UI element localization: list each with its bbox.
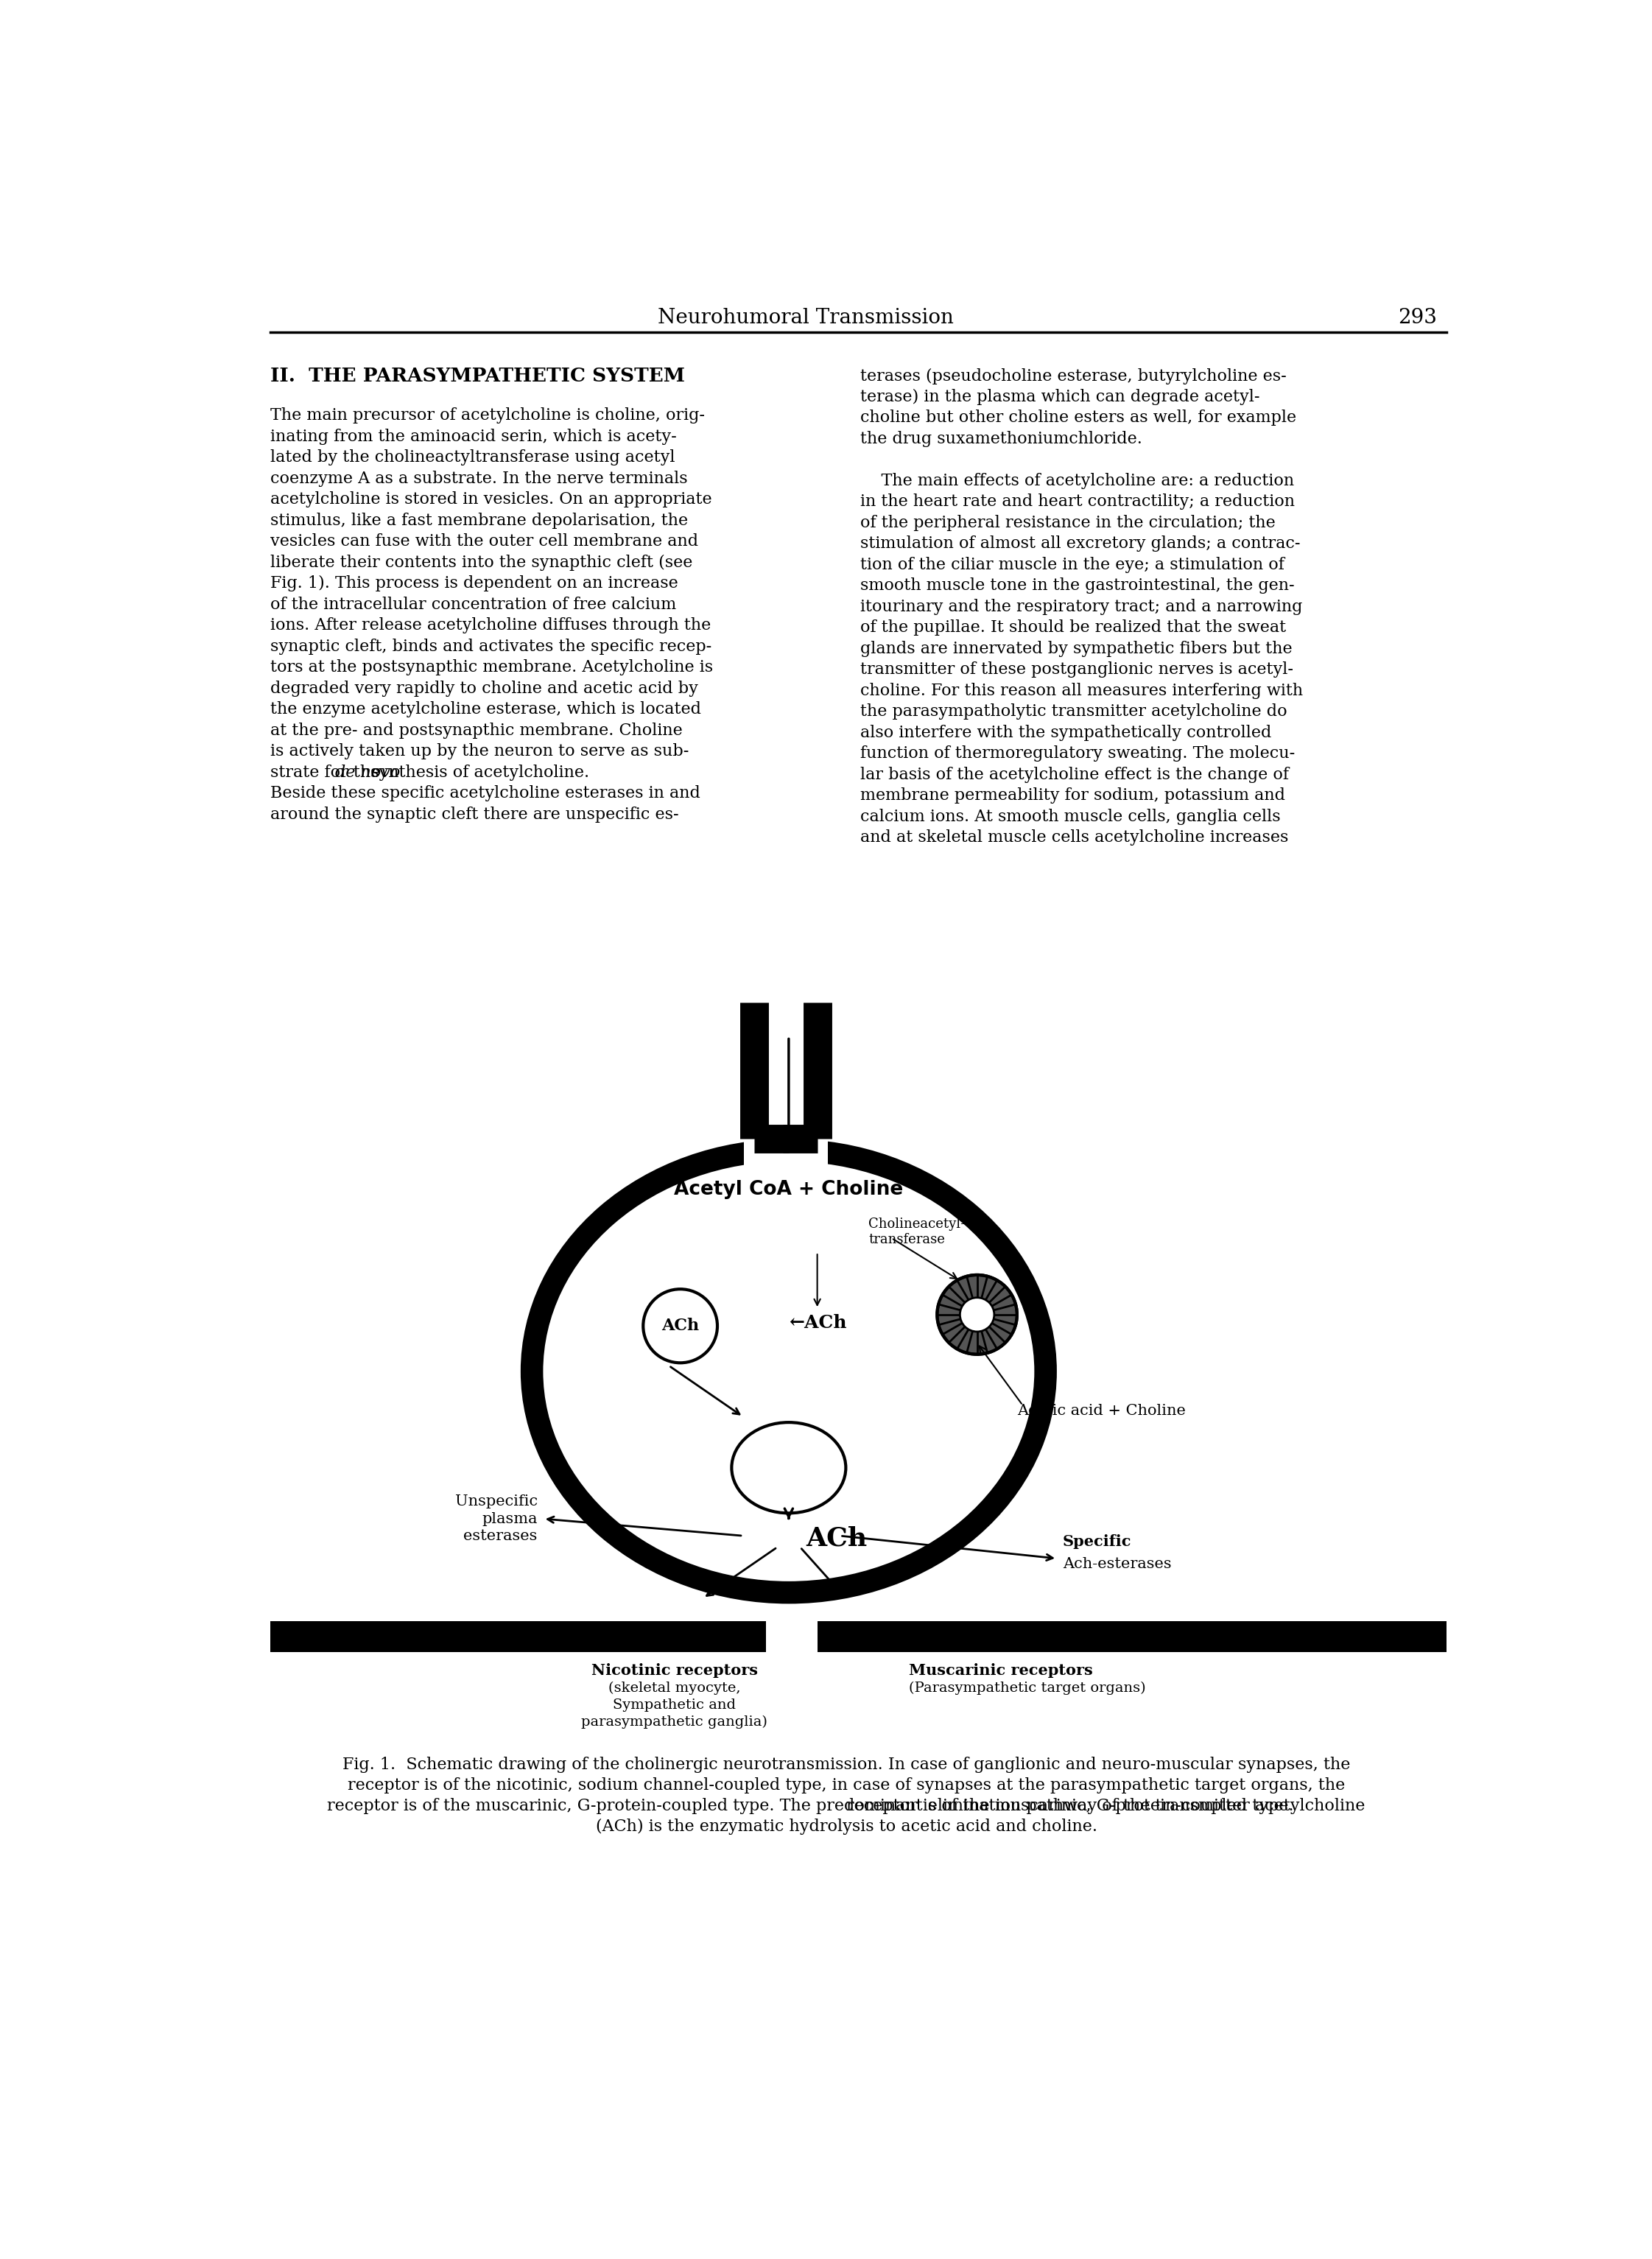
Text: terase) in the plasma which can degrade acetyl-: terase) in the plasma which can degrade … (861, 389, 1259, 404)
Text: itourinary and the respiratory tract; and a narrowing: itourinary and the respiratory tract; an… (861, 599, 1302, 614)
Text: Beside these specific acetylcholine esterases in and: Beside these specific acetylcholine este… (271, 786, 700, 802)
Text: lated by the cholineactyltransferase using acetyl: lated by the cholineactyltransferase usi… (271, 450, 676, 465)
Text: the parasympatholytic transmitter acetylcholine do: the parasympatholytic transmitter acetyl… (861, 703, 1287, 721)
Text: Specific: Specific (1062, 1534, 1132, 1550)
Text: of the pupillae. It should be realized that the sweat: of the pupillae. It should be realized t… (861, 619, 1285, 637)
Text: synaptic cleft, binds and activates the specific recep-: synaptic cleft, binds and activates the … (271, 639, 712, 655)
Text: around the synaptic cleft there are unspecific es-: around the synaptic cleft there are unsp… (271, 806, 679, 822)
Text: at the pre- and postsynapthic membrane. Choline: at the pre- and postsynapthic membrane. … (271, 723, 682, 739)
Text: (Parasympathetic target organs): (Parasympathetic target organs) (909, 1681, 1145, 1694)
Text: also interfere with the sympathetically controlled: also interfere with the sympathetically … (861, 725, 1272, 741)
Text: strate for the: strate for the (271, 764, 385, 782)
Text: tors at the postsynapthic membrane. Acetylcholine is: tors at the postsynapthic membrane. Acet… (271, 660, 714, 675)
Text: the drug suxamethoniumchloride.: the drug suxamethoniumchloride. (861, 431, 1142, 447)
Circle shape (643, 1290, 717, 1362)
Text: coenzyme A as a substrate. In the nerve terminals: coenzyme A as a substrate. In the nerve … (271, 470, 687, 486)
Text: ACh: ACh (661, 1317, 699, 1335)
Text: membrane permeability for sodium, potassium and: membrane permeability for sodium, potass… (861, 788, 1285, 804)
Text: Fig. 1). This process is dependent on an increase: Fig. 1). This process is dependent on an… (271, 576, 679, 592)
Text: function of thermoregulatory sweating. The molecu-: function of thermoregulatory sweating. T… (861, 745, 1295, 761)
Text: inating from the aminoacid serin, which is acety-: inating from the aminoacid serin, which … (271, 429, 677, 445)
Text: esterases: esterases (464, 1529, 537, 1543)
Text: receptor is of the nicotinic, sodium channel-coupled type, in case of synapses a: receptor is of the nicotinic, sodium cha… (347, 1778, 1345, 1794)
Text: ions. After release acetylcholine diffuses through the: ions. After release acetylcholine diffus… (271, 617, 710, 633)
Text: in the heart rate and heart contractility; a reduction: in the heart rate and heart contractilit… (861, 495, 1295, 511)
Text: tion of the ciliar muscle in the eye; a stimulation of: tion of the ciliar muscle in the eye; a … (861, 556, 1284, 574)
Text: Ach-esterases: Ach-esterases (1062, 1556, 1171, 1572)
Text: smooth muscle tone in the gastrointestinal, the gen-: smooth muscle tone in the gastrointestin… (861, 578, 1294, 594)
Text: and at skeletal muscle cells acetylcholine increases: and at skeletal muscle cells acetylcholi… (861, 829, 1289, 845)
Bar (767, 1617, 818, 1656)
Text: acetylcholine is stored in vesicles. On an appropriate: acetylcholine is stored in vesicles. On … (271, 492, 712, 508)
Text: liberate their contents into the synapthic cleft (see: liberate their contents into the synapth… (271, 553, 692, 572)
Ellipse shape (732, 1423, 846, 1514)
Text: Muscarinic receptors: Muscarinic receptors (909, 1663, 1092, 1678)
Text: receptor is of the muscarinic, G-protein-coupled type.: receptor is of the muscarinic, G-protein… (846, 1798, 1298, 1814)
Circle shape (960, 1297, 995, 1331)
Text: Acetyl CoA + Choline: Acetyl CoA + Choline (674, 1179, 904, 1200)
Text: terases (pseudocholine esterase, butyrylcholine es-: terases (pseudocholine esterase, butyryl… (861, 368, 1287, 384)
Text: Neurohumoral Transmission: Neurohumoral Transmission (657, 307, 953, 328)
Text: Acetic acid + Choline: Acetic acid + Choline (1018, 1405, 1186, 1419)
Text: ACh: ACh (806, 1527, 867, 1552)
Text: (skeletal myocyte,: (skeletal myocyte, (608, 1681, 740, 1694)
Text: choline. For this reason all measures interfering with: choline. For this reason all measures in… (861, 682, 1303, 698)
Text: ←ACh: ←ACh (788, 1315, 846, 1333)
Text: The main precursor of acetylcholine is choline, orig-: The main precursor of acetylcholine is c… (271, 407, 705, 425)
Text: calcium ions. At smooth muscle cells, ganglia cells: calcium ions. At smooth muscle cells, ga… (861, 809, 1280, 825)
Text: parasympathetic ganglia): parasympathetic ganglia) (582, 1715, 768, 1728)
Text: is actively taken up by the neuron to serve as sub-: is actively taken up by the neuron to se… (271, 743, 689, 759)
Text: plasma: plasma (482, 1511, 537, 1525)
Text: 293: 293 (1398, 307, 1437, 328)
Bar (743, 1134, 828, 1168)
Text: of the intracellular concentration of free calcium: of the intracellular concentration of fr… (271, 596, 676, 612)
Text: stimulus, like a fast membrane depolarisation, the: stimulus, like a fast membrane depolaris… (271, 513, 689, 529)
Text: choline but other choline esters as well, for example: choline but other choline esters as well… (861, 409, 1297, 427)
Text: Unspecific: Unspecific (454, 1495, 537, 1509)
Text: (ACh) is the enzymatic hydrolysis to acetic acid and choline.: (ACh) is the enzymatic hydrolysis to ace… (596, 1818, 1097, 1834)
Text: de novo: de novo (335, 764, 400, 782)
Circle shape (937, 1274, 1018, 1355)
Text: lar basis of the acetylcholine effect is the change of: lar basis of the acetylcholine effect is… (861, 766, 1289, 784)
Text: Fig. 1.  Schematic drawing of the cholinergic neurotransmission. In case of gang: Fig. 1. Schematic drawing of the choline… (342, 1758, 1350, 1773)
Text: degraded very rapidly to choline and acetic acid by: degraded very rapidly to choline and ace… (271, 680, 699, 696)
Bar (271, 1622, 1446, 1651)
Text: II.  THE PARASYMPATHETIC SYSTEM: II. THE PARASYMPATHETIC SYSTEM (271, 366, 686, 386)
Text: the enzyme acetylcholine esterase, which is located: the enzyme acetylcholine esterase, which… (271, 700, 702, 718)
Text: transmitter of these postganglionic nerves is acetyl-: transmitter of these postganglionic nerv… (861, 662, 1294, 678)
Text: glands are innervated by sympathetic fibers but the: glands are innervated by sympathetic fib… (861, 642, 1292, 657)
Text: transferase: transferase (869, 1233, 945, 1247)
Text: of the peripheral resistance in the circulation; the: of the peripheral resistance in the circ… (861, 515, 1275, 531)
Text: vesicles can fuse with the outer cell membrane and: vesicles can fuse with the outer cell me… (271, 533, 699, 549)
Text: Cholineacetyl-: Cholineacetyl- (869, 1218, 965, 1231)
Text: Nicotinic receptors: Nicotinic receptors (591, 1663, 758, 1678)
Text: receptor is of the muscarinic, G-protein-coupled type. The predominant eliminati: receptor is of the muscarinic, G-protein… (327, 1798, 1365, 1814)
Text: Sympathetic and: Sympathetic and (613, 1699, 737, 1712)
Text: stimulation of almost all excretory glands; a contrac-: stimulation of almost all excretory glan… (861, 535, 1300, 551)
Text: synthesis of acetylcholine.: synthesis of acetylcholine. (365, 764, 590, 782)
Text: The main effects of acetylcholine are: a reduction: The main effects of acetylcholine are: a… (861, 472, 1294, 488)
